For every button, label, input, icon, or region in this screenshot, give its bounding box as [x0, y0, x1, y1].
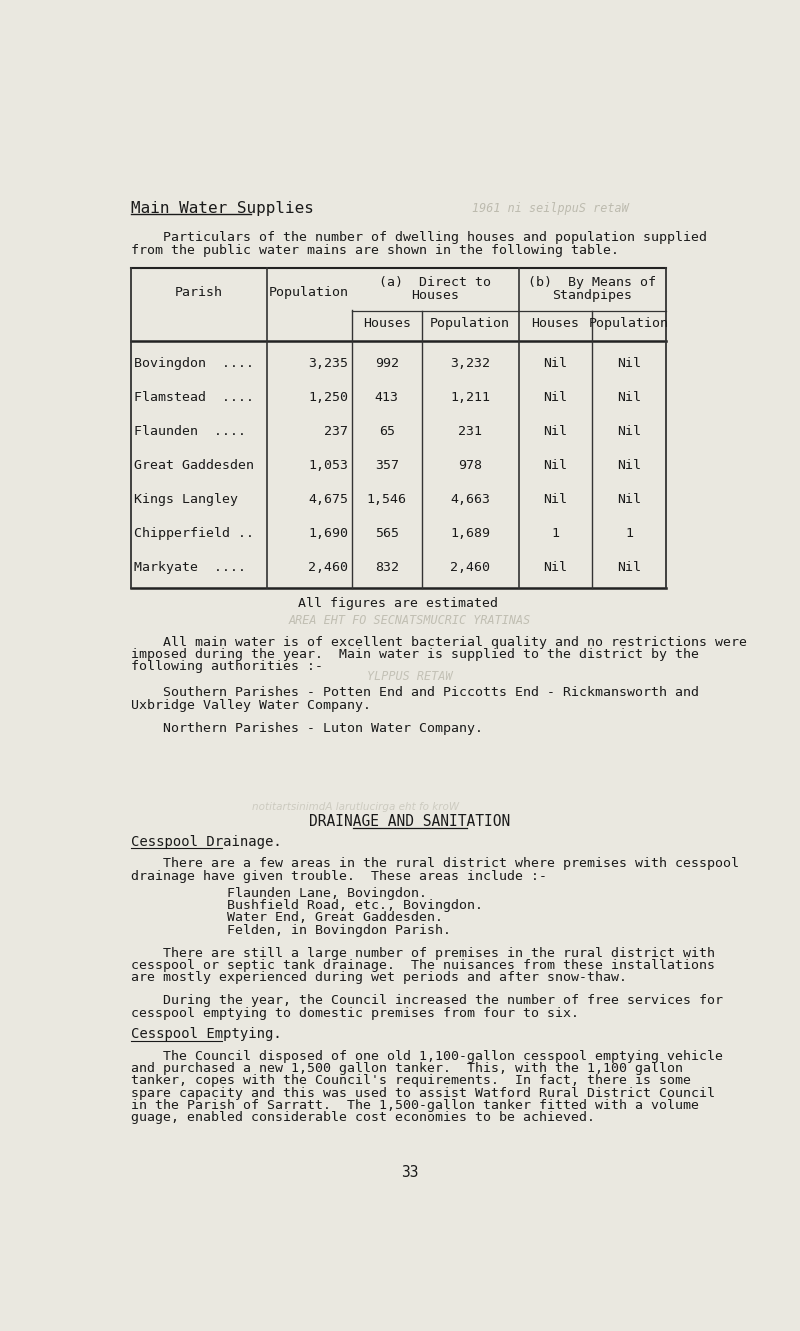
Text: 565: 565 — [374, 527, 398, 539]
Text: Particulars of the number of dwelling houses and population supplied: Particulars of the number of dwelling ho… — [131, 232, 707, 245]
Text: Nil: Nil — [543, 560, 567, 574]
Text: Nil: Nil — [543, 425, 567, 438]
Text: 237: 237 — [324, 425, 348, 438]
Text: tanker, copes with the Council's requirements.  In fact, there is some: tanker, copes with the Council's require… — [131, 1074, 691, 1087]
Text: cesspool emptying to domestic premises from four to six.: cesspool emptying to domestic premises f… — [131, 1006, 579, 1020]
Text: Nil: Nil — [617, 459, 641, 473]
Text: Nil: Nil — [617, 425, 641, 438]
Text: are mostly experienced during wet periods and after snow-thaw.: are mostly experienced during wet period… — [131, 972, 627, 985]
Text: Water End, Great Gaddesden.: Water End, Great Gaddesden. — [131, 912, 443, 924]
Text: guage, enabled considerable cost economies to be achieved.: guage, enabled considerable cost economi… — [131, 1111, 595, 1125]
Text: AREA EHT FO SECNATSMUCRIC YRATINAS: AREA EHT FO SECNATSMUCRIC YRATINAS — [289, 614, 531, 627]
Text: Kings Langley: Kings Langley — [134, 492, 238, 506]
Text: 33: 33 — [402, 1165, 418, 1179]
Text: Nil: Nil — [543, 459, 567, 473]
Text: There are a few areas in the rural district where premises with cesspool: There are a few areas in the rural distr… — [131, 857, 739, 870]
Text: 3,235: 3,235 — [308, 357, 348, 370]
Text: Parish: Parish — [175, 286, 223, 298]
Text: 1,546: 1,546 — [366, 492, 406, 506]
Text: There are still a large number of premises in the rural district with: There are still a large number of premis… — [131, 946, 715, 960]
Text: 65: 65 — [378, 425, 394, 438]
Text: Nil: Nil — [617, 492, 641, 506]
Text: following authorities :-: following authorities :- — [131, 660, 323, 673]
Text: 832: 832 — [374, 560, 398, 574]
Text: from the public water mains are shown in the following table.: from the public water mains are shown in… — [131, 244, 619, 257]
Text: DRAINAGE AND SANITATION: DRAINAGE AND SANITATION — [310, 815, 510, 829]
Text: Houses: Houses — [411, 289, 459, 302]
Text: cesspool or septic tank drainage.  The nuisances from these installations: cesspool or septic tank drainage. The nu… — [131, 958, 715, 972]
Text: 1,690: 1,690 — [308, 527, 348, 539]
Text: Chipperfield ..: Chipperfield .. — [134, 527, 254, 539]
Text: 992: 992 — [374, 357, 398, 370]
Text: 231: 231 — [458, 425, 482, 438]
Text: Flaunden Lane, Bovingdon.: Flaunden Lane, Bovingdon. — [131, 886, 427, 900]
Text: 1961 ni seilppuS retaW: 1961 ni seilppuS retaW — [472, 202, 629, 214]
Text: (b)  By Means of: (b) By Means of — [528, 277, 656, 289]
Text: 1,250: 1,250 — [308, 391, 348, 405]
Text: 2,460: 2,460 — [308, 560, 348, 574]
Text: Population: Population — [589, 317, 669, 330]
Text: imposed during the year.  Main water is supplied to the district by the: imposed during the year. Main water is s… — [131, 648, 699, 662]
Text: Standpipes: Standpipes — [552, 289, 632, 302]
Text: and purchased a new 1,500 gallon tanker.  This, with the 1,100 gallon: and purchased a new 1,500 gallon tanker.… — [131, 1062, 683, 1075]
Text: Nil: Nil — [543, 391, 567, 405]
Text: notitartsinimdA larutlucirga eht fo kroW: notitartsinimdA larutlucirga eht fo kroW — [252, 801, 459, 812]
Text: 357: 357 — [374, 459, 398, 473]
Text: Bushfield Road, etc., Bovingdon.: Bushfield Road, etc., Bovingdon. — [131, 898, 483, 912]
Text: spare capacity and this was used to assist Watford Rural District Council: spare capacity and this was used to assi… — [131, 1087, 715, 1099]
Text: Cesspool Drainage.: Cesspool Drainage. — [131, 835, 282, 849]
Text: 1,689: 1,689 — [450, 527, 490, 539]
Text: Southern Parishes - Potten End and Piccotts End - Rickmansworth and: Southern Parishes - Potten End and Picco… — [131, 687, 699, 699]
Text: 2,460: 2,460 — [450, 560, 490, 574]
Text: Houses: Houses — [362, 317, 410, 330]
Text: Nil: Nil — [617, 560, 641, 574]
Text: All figures are estimated: All figures are estimated — [298, 596, 498, 610]
Text: 413: 413 — [374, 391, 398, 405]
Text: Great Gaddesden: Great Gaddesden — [134, 459, 254, 473]
Text: Markyate  ....: Markyate .... — [134, 560, 246, 574]
Text: in the Parish of Sarratt.  The 1,500-gallon tanker fitted with a volume: in the Parish of Sarratt. The 1,500-gall… — [131, 1099, 699, 1113]
Text: Cesspool Emptying.: Cesspool Emptying. — [131, 1028, 282, 1041]
Text: 978: 978 — [458, 459, 482, 473]
Text: Flaunden  ....: Flaunden .... — [134, 425, 246, 438]
Text: (a)  Direct to: (a) Direct to — [379, 277, 491, 289]
Text: Northern Parishes - Luton Water Company.: Northern Parishes - Luton Water Company. — [131, 721, 483, 735]
Text: Population: Population — [430, 317, 510, 330]
Text: 3,232: 3,232 — [450, 357, 490, 370]
Text: 1: 1 — [551, 527, 559, 539]
Text: Bovingdon  ....: Bovingdon .... — [134, 357, 254, 370]
Text: 4,675: 4,675 — [308, 492, 348, 506]
Text: Main Water Supplies: Main Water Supplies — [131, 201, 314, 216]
Text: 1,211: 1,211 — [450, 391, 490, 405]
Text: YLPPUS RETAW: YLPPUS RETAW — [367, 669, 453, 683]
Text: 1: 1 — [625, 527, 633, 539]
Text: The Council disposed of one old 1,100-gallon cesspool emptying vehicle: The Council disposed of one old 1,100-ga… — [131, 1050, 723, 1063]
Text: Nil: Nil — [543, 357, 567, 370]
Text: All main water is of excellent bacterial quality and no restrictions were: All main water is of excellent bacterial… — [131, 636, 747, 648]
Text: Flamstead  ....: Flamstead .... — [134, 391, 254, 405]
Text: Nil: Nil — [617, 357, 641, 370]
Text: drainage have given trouble.  These areas include :-: drainage have given trouble. These areas… — [131, 869, 547, 882]
Text: 4,663: 4,663 — [450, 492, 490, 506]
Text: Nil: Nil — [543, 492, 567, 506]
Text: Nil: Nil — [617, 391, 641, 405]
Text: During the year, the Council increased the number of free services for: During the year, the Council increased t… — [131, 994, 723, 1008]
Text: Population: Population — [270, 286, 350, 298]
Text: Felden, in Bovingdon Parish.: Felden, in Bovingdon Parish. — [131, 924, 451, 937]
Text: Houses: Houses — [531, 317, 579, 330]
Text: 1,053: 1,053 — [308, 459, 348, 473]
Text: Uxbridge Valley Water Company.: Uxbridge Valley Water Company. — [131, 699, 371, 712]
